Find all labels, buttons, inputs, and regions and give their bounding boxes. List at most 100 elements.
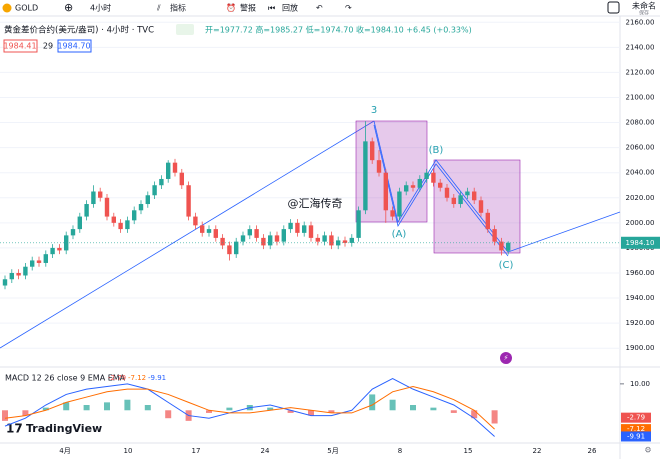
add-symbol[interactable]: ⊕: [64, 1, 73, 14]
candle-body: [302, 225, 307, 233]
settings[interactable]: ⚙: [644, 446, 651, 455]
watermark-text: @汇海传奇: [288, 196, 343, 210]
macd-histogram-bar: [450, 410, 457, 413]
toolbar: [0, 0, 660, 16]
event-icon[interactable]: [500, 352, 512, 364]
macd-value-label: -2.79: [627, 414, 645, 422]
macd-histogram-bar: [430, 407, 437, 411]
candle-body: [342, 240, 348, 243]
candle-body: [206, 229, 212, 233]
legend-toggle[interactable]: [176, 24, 194, 35]
macd-value-tag: [621, 412, 651, 423]
candle-body: [410, 185, 416, 188]
candle-body: [288, 222, 293, 230]
macd-histogram-bar: [328, 410, 335, 413]
macd-histogram-bar: [287, 410, 294, 413]
ask: 1984.70: [57, 42, 90, 51]
candle-body: [356, 210, 361, 238]
fullscreen[interactable]: [607, 1, 620, 14]
wave-label: 3: [371, 105, 377, 116]
legend-title: 黄金差价合约(美元/盎司) · 4小时 · TVC: [4, 25, 154, 36]
alerts[interactable]: 警报: [240, 3, 256, 13]
candle-body: [404, 185, 409, 192]
macd-histogram-bar: [226, 407, 233, 411]
macd-histogram-bar: [42, 407, 49, 411]
candle-body: [349, 237, 354, 243]
trend-line[interactable]: [0, 120, 375, 349]
candle-body: [132, 210, 137, 221]
candle-body: [159, 178, 164, 186]
x-tick-label: 24: [261, 447, 270, 455]
x-tick-label: 5月: [327, 447, 338, 455]
logo-mark: 17: [6, 422, 23, 436]
replay[interactable]: 回放: [282, 3, 298, 13]
indicators[interactable]: 指标: [170, 3, 186, 13]
candle-body: [465, 191, 470, 196]
bid-box[interactable]: [3, 39, 38, 53]
candle-body: [91, 191, 96, 205]
undo[interactable]: ↶: [315, 4, 323, 13]
macd-histogram-bar: [206, 410, 212, 413]
wave-label: (B): [429, 145, 444, 156]
alerts-icon: ⏰: [226, 3, 236, 13]
macd-histogram-bar: [308, 410, 314, 416]
macd-histogram-bar: [83, 405, 90, 411]
y-tick-label: 2160.00: [626, 18, 655, 26]
candle-body: [438, 182, 443, 188]
interval[interactable]: 4小时: [90, 3, 111, 13]
candle-body: [472, 191, 477, 201]
macd-histogram-bar: [491, 410, 498, 424]
macd-histogram-bar: [389, 399, 396, 411]
macd-line: [4, 378, 495, 437]
macd-histogram-bar: [144, 405, 151, 411]
y-tick-label: 1960.00: [626, 269, 655, 277]
replay-icon: ⏮: [268, 4, 275, 13]
y-tick-label: 1940.00: [626, 294, 655, 302]
candle-body: [43, 254, 48, 263]
candle-body: [268, 235, 273, 246]
y-tick-label: 2080.00: [626, 119, 655, 127]
redo[interactable]: ↷: [345, 4, 352, 13]
candle-body: [370, 141, 375, 161]
save[interactable]: 保存: [639, 10, 649, 17]
macd-legend-value: -9.91: [148, 374, 166, 382]
y-tick-label: 2040.00: [626, 169, 655, 177]
candle-body: [23, 266, 28, 276]
y-tick-label: 2000.00: [626, 219, 655, 227]
candle-body: [36, 260, 42, 263]
ask-box[interactable]: [57, 39, 92, 53]
macd-histogram-bar: [22, 410, 29, 416]
candle-body: [308, 225, 314, 238]
macd-histogram-bar: [63, 402, 70, 411]
candle-body: [247, 229, 252, 236]
layout-name[interactable]: 未命名: [632, 1, 656, 11]
y-tick-label: 2120.00: [626, 68, 655, 76]
candle-body: [451, 197, 456, 205]
x-tick-label: 22: [533, 447, 542, 455]
candle-body: [104, 197, 110, 217]
macd-histogram-bar: [104, 402, 110, 411]
candle-body: [485, 212, 490, 230]
macd-histogram-bar: [471, 410, 478, 419]
macd-histogram-bar: [124, 399, 131, 411]
symbol[interactable]: GOLD: [15, 4, 38, 13]
rectangle-drawing[interactable]: [355, 120, 428, 223]
x-tick-label: 26: [588, 447, 597, 455]
candle-body: [240, 235, 246, 242]
candle-body: [295, 222, 300, 233]
candle-body: [186, 185, 191, 217]
candle-body: [499, 241, 504, 251]
last-price-tag: [621, 236, 660, 249]
candle-body: [118, 222, 123, 230]
macd-tick-label: 10.00: [630, 380, 650, 388]
candle-body: [98, 191, 103, 198]
symbol-icon: [2, 3, 12, 13]
spread: 29: [43, 42, 53, 51]
candle-body: [70, 229, 76, 236]
candle-body: [383, 172, 388, 211]
candle-body: [397, 191, 402, 217]
macd-histogram-bar: [2, 410, 8, 421]
candle-body: [390, 210, 395, 217]
trend-line[interactable]: [507, 211, 621, 253]
